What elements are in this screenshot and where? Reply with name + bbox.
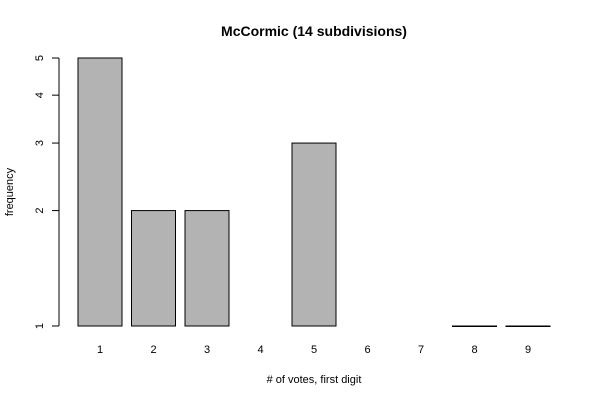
x-tick-label-2: 2	[150, 344, 156, 356]
y-tick-label: 4	[34, 92, 46, 98]
x-tick-label-1: 1	[97, 344, 103, 356]
y-tick-label: 1	[34, 323, 46, 329]
x-tick-label-8: 8	[471, 344, 477, 356]
bar-5	[291, 142, 337, 327]
x-tick-label-4: 4	[257, 344, 263, 356]
x-tick-label-6: 6	[364, 344, 370, 356]
bar-9	[505, 325, 551, 327]
y-tick-label: 5	[34, 55, 46, 61]
bar-3	[184, 210, 230, 327]
y-tick-label: 2	[34, 208, 46, 214]
x-tick-label-3: 3	[204, 344, 210, 356]
bar-8	[452, 325, 497, 327]
x-tick-label-5: 5	[311, 344, 317, 356]
bars-group	[77, 57, 551, 327]
y-axis: 1 2 3 4 5	[34, 55, 60, 329]
x-tick-label-9: 9	[525, 344, 531, 356]
bar-2	[131, 210, 176, 327]
chart-title: McCormic (14 subdivisions)	[221, 23, 407, 39]
x-tick-label-7: 7	[418, 344, 424, 356]
x-tick-labels: 1 2 3 4 5 6 7 8 9	[97, 344, 531, 356]
bar-1	[77, 57, 123, 327]
y-axis-label: frequency	[4, 167, 16, 216]
y-tick-label: 3	[34, 140, 46, 146]
x-axis-label: # of votes, first digit	[267, 374, 362, 386]
